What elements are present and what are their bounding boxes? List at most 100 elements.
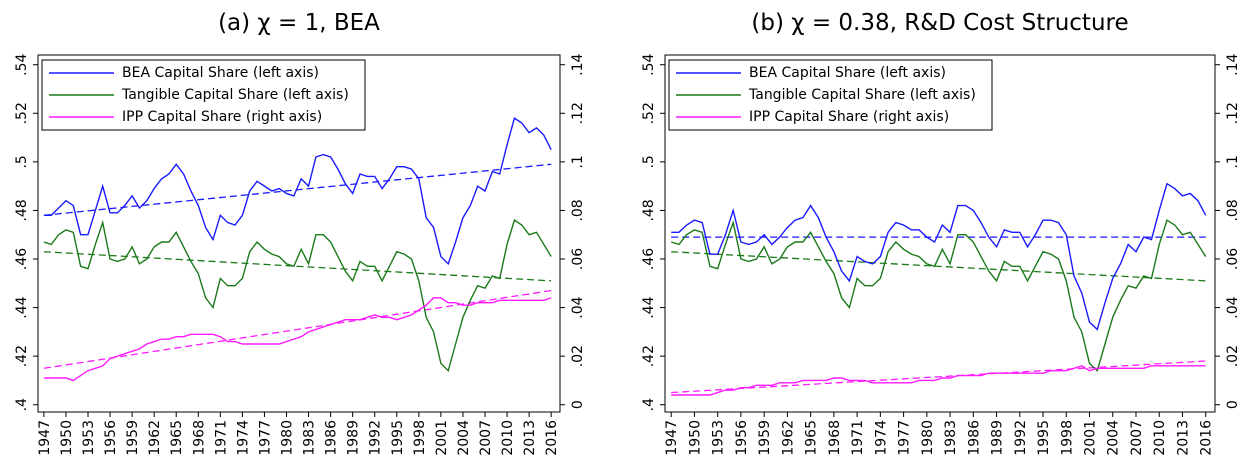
y2-tick-label: .14 [1225,53,1241,75]
y-tick-label: .48 [14,199,30,221]
x-tick-label: 1986 [966,420,982,456]
legend-label: Tangible Capital Share (left axis) [121,87,349,103]
trend-line [671,360,1206,394]
trend-line [671,251,1206,282]
y-tick-label: .42 [641,345,657,367]
x-tick-label: 1998 [412,420,428,456]
x-tick-label: 2001 [1083,420,1099,456]
series-line [671,365,1206,396]
x-tick-label: 1959 [757,420,773,456]
y-tick-label: .44 [641,296,657,318]
y2-tick-label: .12 [1225,102,1241,124]
x-tick-label: 2001 [434,420,450,456]
series-line [671,182,1207,331]
series-line [43,297,552,382]
x-tick-label: 2016 [1199,420,1215,456]
y-tick-label: .54 [14,53,30,75]
y-tick-label: .5 [641,155,657,168]
legend-label: BEA Capital Share (left axis) [122,65,319,81]
y-tick-label: .4 [14,398,30,411]
x-tick-label: 1980 [920,420,936,456]
x-tick-label: 1989 [990,420,1006,456]
y2-tick-label: .06 [570,248,586,270]
legend-label: IPP Capital Share (right axis) [122,109,322,125]
x-tick-label: 2004 [456,420,472,456]
y-tick-label: .54 [641,53,657,75]
x-tick-label: 1965 [804,420,820,456]
x-tick-label: 2010 [1152,420,1168,456]
y-tick-label: .42 [14,345,30,367]
x-tick-label: 1977 [897,420,913,456]
x-tick-label: 1971 [213,420,229,456]
x-tick-label: 1983 [302,420,318,456]
x-tick-label: 1962 [147,420,163,456]
x-tick-label: 1980 [280,420,296,456]
y2-tick-label: .04 [570,296,586,318]
x-tick-label: 1965 [169,420,185,456]
y2-tick-label: .08 [1225,199,1241,221]
y-tick-label: .52 [14,102,30,124]
plot-frame [664,54,1216,413]
y-tick-label: .46 [641,248,657,270]
legend-label: BEA Capital Share (left axis) [749,65,946,81]
y2-tick-label: .08 [570,199,586,221]
x-tick-label: 1992 [1013,420,1029,456]
trend-line [43,163,552,216]
y2-tick-label: .14 [570,53,586,75]
series-line [43,219,552,373]
trend-line [43,251,552,282]
y2-tick-label: .1 [1225,155,1241,168]
x-tick-label: 1953 [711,420,727,456]
y-tick-label: .44 [14,296,30,318]
x-tick-label: 2007 [478,420,494,456]
y2-tick-label: .02 [1225,345,1241,367]
x-tick-label: 1950 [687,420,703,456]
y2-tick-label: 0 [570,400,586,409]
x-tick-label: 2016 [544,420,560,456]
y2-tick-label: .04 [1225,296,1241,318]
y2-tick-label: .1 [570,155,586,168]
y-tick-label: .52 [641,102,657,124]
x-tick-label: 1968 [191,420,207,456]
x-tick-label: 1989 [346,420,362,456]
x-tick-label: 1995 [1036,420,1052,456]
x-tick-label: 1947 [664,420,680,456]
x-tick-label: 1968 [827,420,843,456]
x-tick-label: 2013 [522,420,538,456]
legend-label: IPP Capital Share (right axis) [749,109,949,125]
y2-tick-label: .02 [570,345,586,367]
x-tick-label: 1962 [780,420,796,456]
y2-tick-label: 0 [1225,400,1241,409]
x-tick-label: 2007 [1129,420,1145,456]
x-tick-label: 1947 [37,420,53,456]
x-tick-label: 1959 [125,420,141,456]
plot-frame [37,54,561,413]
trend-line [43,289,552,369]
y-tick-label: .4 [641,398,657,411]
x-tick-label: 1953 [81,420,97,456]
series-line [670,219,1207,373]
y2-tick-label: .12 [570,102,586,124]
y2-tick-label: .06 [1225,248,1241,270]
x-tick-label: 1983 [943,420,959,456]
panel: (a) χ = 1, BEA .4 .42 .44 .46 .48 .5 .52 .54 0 .02… [14,10,586,456]
chart-title: (a) χ = 1, BEA [218,10,380,36]
x-tick-label: 2010 [500,420,516,456]
x-tick-label: 2013 [1175,420,1191,456]
chart-title: (b) χ = 0.38, R&D Cost Structure [751,10,1128,36]
x-tick-label: 1950 [59,420,75,456]
x-tick-label: 1995 [390,420,406,456]
x-tick-label: 1974 [235,420,251,456]
y-tick-label: .46 [14,248,30,270]
x-tick-label: 1986 [324,420,340,456]
x-tick-label: 1971 [850,420,866,456]
x-tick-label: 1956 [734,420,750,456]
series-line [43,117,552,266]
x-tick-label: 1992 [368,420,384,456]
legend-label: Tangible Capital Share (left axis) [748,87,976,103]
x-tick-label: 1998 [1059,420,1075,456]
x-tick-label: 1974 [873,420,889,456]
x-tick-label: 1977 [257,420,273,456]
y-tick-label: .48 [641,199,657,221]
